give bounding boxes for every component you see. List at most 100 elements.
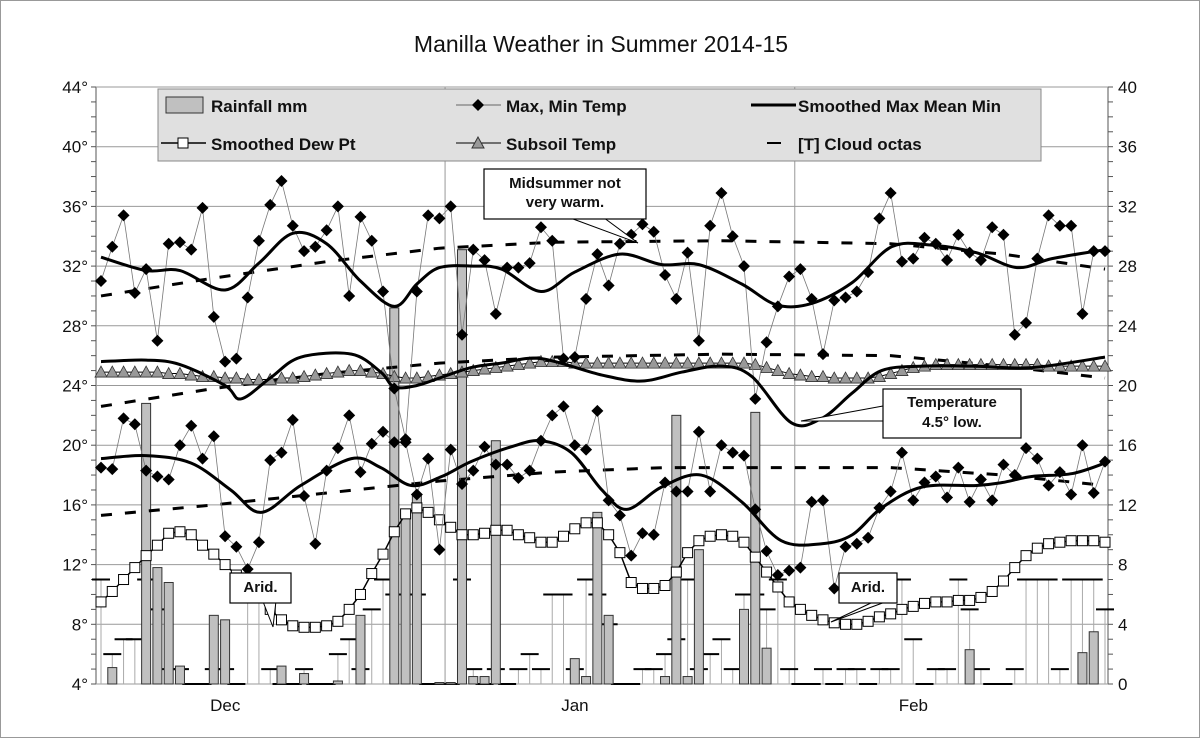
min-temp-marker [365,437,378,450]
rainfall-bar [411,495,422,685]
min-temp-marker [140,464,153,477]
rainfall-bar [434,682,445,685]
subsoil-marker [353,363,368,376]
min-temp-marker [410,488,423,501]
subsoil-marker [342,363,356,376]
dew-point-marker [321,620,333,632]
right-tick-label: 16 [1118,436,1137,455]
max-temp-marker [647,225,660,238]
dew-point-marker [411,502,423,514]
max-temp-marker [941,254,954,267]
subsoil-marker [162,366,176,379]
dew-point-marker [817,614,829,626]
dew-point-marker [749,551,761,563]
subsoil-marker [365,365,379,378]
subsoil-marker [489,360,503,373]
min-temp-marker [298,489,311,502]
dew-point-marker [95,596,107,608]
subsoil-marker [590,356,605,369]
subsoil-marker [116,365,131,378]
dew-point-marker [862,615,874,627]
subsoil-marker [737,356,751,369]
min-temp-marker [185,419,198,432]
subsoil-marker [331,365,345,378]
rainfall-bar [400,508,411,685]
dew-point-marker [840,618,852,630]
max-temp-marker [636,218,649,231]
max-temp-marker [918,231,931,244]
dew-point-marker [625,577,637,589]
annotation-midsummer: Midsummer not very warm. [483,168,647,244]
legend-smoothed-label: Smoothed Max Mean Min [798,97,1001,116]
rainfall-bar [152,567,163,685]
subsoil-marker [319,366,334,379]
month-label: Feb [899,696,928,715]
dew-point-marker [952,594,964,606]
min-temp-marker [828,582,841,595]
min-temp-marker [839,540,852,553]
min-temp-marker [805,495,818,508]
subsoil-marker [680,356,695,369]
dew-point-marker [546,536,558,548]
right-tick-label: 12 [1118,496,1137,515]
max-temp-marker [117,209,130,222]
max-temp-marker [659,269,672,282]
rainfall-bar [445,682,456,685]
legend-subsoil-marker [471,135,485,149]
min-temp-marker [963,495,976,508]
min-temp-marker [489,458,502,471]
subsoil-marker [500,359,514,372]
rainfall-bar [355,614,366,685]
min-temp-marker [128,418,141,431]
max-temp-marker [489,307,502,320]
min-temp-marker [388,436,401,449]
dew-point-marker [490,524,502,536]
max-temp-marker [534,221,547,234]
subsoil-marker [1075,359,1090,372]
dew-point-marker [118,574,130,586]
rainfall-bar [693,549,704,685]
min-temp-marker [309,537,322,550]
dew-point-marker [1099,536,1111,548]
min-temp-marker [512,472,525,485]
subsoil-marker [1098,359,1112,372]
dew-point-marker [1076,535,1088,547]
min-temp-marker [941,491,954,504]
left-tick-label: 32° [62,257,88,276]
dew-point-marker [919,597,931,609]
min-temp-marker [636,527,649,540]
min-temp-marker [501,458,514,471]
annotation-arid-feb-box [838,572,898,604]
legend-subsoil-label: Subsoil Temp [506,135,616,154]
month-label: Dec [210,696,241,715]
min-temp-marker [1087,486,1100,499]
dew-point-marker [343,603,355,615]
max-temp-marker [580,292,593,305]
rainfall-bar [299,673,310,685]
dew-point-marker [772,581,784,593]
max-temp-marker [873,212,886,225]
min-temp-marker [230,540,243,553]
subsoil-marker [669,356,683,369]
right-tick-label: 36 [1118,138,1137,157]
max-temp-marker [839,291,852,304]
max-temp-marker [794,263,807,276]
min-temp-marker [625,549,638,562]
dew-point-marker [479,527,491,539]
dew-point-marker [941,596,953,608]
rainfall-bar [174,665,185,685]
dew-point-marker [975,591,987,603]
dew-point-marker [693,535,705,547]
min-temp-marker [794,561,807,574]
right-tick-label: 0 [1118,675,1127,694]
min-temp-marker [929,470,942,483]
min-temp-marker [862,531,875,544]
dew-point-marker [636,582,648,594]
dew-point-marker [907,600,919,612]
subsoil-marker [466,363,480,376]
subsoil-marker [410,371,424,384]
subsoil-marker [658,356,672,369]
rainfall-bar [761,647,772,685]
min-temp-marker [422,452,435,465]
dew-point-marker [896,603,908,615]
